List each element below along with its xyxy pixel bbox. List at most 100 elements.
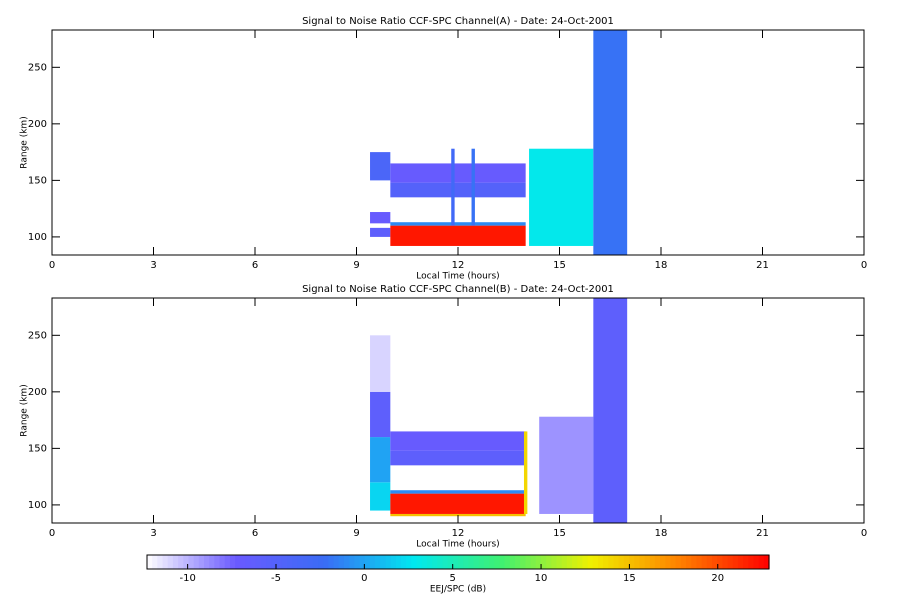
colorbar-swatch — [442, 555, 449, 569]
colorbar-swatch — [209, 555, 215, 569]
x-tick-label: 12 — [452, 260, 465, 271]
x-tick-label: 0 — [49, 260, 55, 271]
colorbar-swatch — [618, 555, 625, 569]
colorbar-swatch — [426, 555, 433, 569]
heat-cell — [370, 227, 391, 237]
x-tick-label: 6 — [252, 260, 258, 271]
colorbar-swatch — [266, 555, 272, 569]
colorbar-swatch — [297, 555, 304, 569]
colorbar-swatch — [302, 555, 309, 569]
y-tick-label: 200 — [28, 119, 47, 130]
y-tick-label: 100 — [28, 500, 47, 511]
heat-cell — [593, 30, 628, 255]
x-tick-label: 12 — [452, 528, 465, 539]
colorbar-swatch — [354, 555, 361, 569]
heat-cell — [390, 225, 526, 246]
colorbar-swatch — [281, 555, 288, 569]
heat-cell — [370, 482, 391, 511]
heat-cell — [390, 493, 526, 514]
colorbar-swatch — [292, 555, 298, 569]
x-axis-label: Local Time (hours) — [416, 272, 499, 282]
colorbar-swatch — [566, 555, 573, 569]
colorbar-swatch — [447, 555, 454, 569]
colorbar-swatch — [572, 555, 578, 569]
x-tick-label: 0 — [861, 528, 867, 539]
heat-cell — [539, 416, 594, 514]
heat-cell — [390, 490, 526, 494]
colorbar-swatch — [520, 555, 526, 569]
heat-cell — [593, 298, 628, 523]
colorbar-swatch — [717, 555, 723, 569]
y-tick-label: 100 — [28, 232, 47, 243]
x-tick-label: 3 — [150, 528, 156, 539]
colorbar-swatch — [680, 555, 687, 569]
colorbar-swatch — [411, 555, 418, 569]
colorbar-swatch — [286, 555, 293, 569]
colorbar-swatch — [307, 555, 314, 569]
colorbar-swatch — [634, 555, 641, 569]
x-tick-label: 0 — [861, 260, 867, 271]
colorbar-swatch — [240, 555, 247, 569]
x-tick-label: 0 — [49, 528, 55, 539]
colorbar-swatch — [162, 555, 169, 569]
colorbar-swatch — [229, 555, 236, 569]
colorbar-swatch — [312, 555, 319, 569]
colorbar-swatch — [686, 555, 692, 569]
x-tick-label: 15 — [553, 528, 566, 539]
colorbar-swatch — [385, 555, 392, 569]
y-tick-label: 200 — [28, 387, 47, 398]
heat-cell — [523, 431, 528, 514]
colorbar-swatch — [649, 555, 656, 569]
colorbar-swatch — [333, 555, 340, 569]
colorbar-swatch — [178, 555, 184, 569]
x-tick-label: 21 — [756, 260, 769, 271]
y-axis-label: Range (km) — [20, 116, 30, 168]
colorbar-swatch — [639, 555, 646, 569]
colorbar-swatch — [644, 555, 651, 569]
colorbar-swatch — [473, 555, 480, 569]
colorbar-swatch — [546, 555, 552, 569]
heat-cell — [390, 450, 526, 466]
colorbar-swatch — [540, 555, 547, 569]
colorbar-swatch — [525, 555, 532, 569]
x-tick-label: 21 — [756, 528, 769, 539]
colorbar-swatch — [654, 555, 661, 569]
colorbar-swatch — [255, 555, 262, 569]
colorbar-swatch — [670, 555, 677, 569]
x-tick-label: 6 — [252, 528, 258, 539]
heat-cell — [390, 431, 526, 451]
colorbar-swatch — [395, 555, 402, 569]
heat-cell — [390, 222, 526, 226]
colorbar-tick-label: 20 — [711, 573, 724, 584]
colorbar-swatch — [416, 555, 423, 569]
heat-cell — [370, 212, 391, 224]
colorbar-swatch — [743, 555, 749, 569]
x-tick-label: 18 — [655, 260, 668, 271]
colorbar-swatch — [452, 555, 459, 569]
colorbar-swatch — [183, 555, 190, 569]
colorbar-tick-label: 0 — [361, 573, 367, 584]
colorbar-swatch — [157, 555, 164, 569]
colorbar-swatch — [152, 555, 158, 569]
colorbar-swatch — [323, 555, 330, 569]
heat-cell — [370, 152, 391, 181]
colorbar-swatch — [167, 555, 174, 569]
colorbar-swatch — [364, 555, 371, 569]
colorbar-swatch — [706, 555, 713, 569]
heat-cell — [370, 335, 391, 392]
colorbar-swatch — [235, 555, 241, 569]
x-tick-label: 3 — [150, 260, 156, 271]
colorbar-swatch — [499, 555, 506, 569]
plot-frame — [51, 297, 865, 524]
colorbar-tick-label: 10 — [535, 573, 548, 584]
colorbar-swatch — [204, 555, 210, 569]
colorbar-swatch — [250, 555, 257, 569]
colorbar-swatch — [530, 555, 537, 569]
chart-title: Signal to Noise Ratio CCF-SPC Channel(B)… — [302, 284, 614, 295]
plot-frame — [51, 29, 865, 256]
colorbar-swatch — [276, 555, 283, 569]
colorbar-swatch — [535, 555, 542, 569]
colorbar-swatch — [338, 555, 345, 569]
colorbar-swatch — [660, 555, 666, 569]
colorbar-swatch — [437, 555, 444, 569]
